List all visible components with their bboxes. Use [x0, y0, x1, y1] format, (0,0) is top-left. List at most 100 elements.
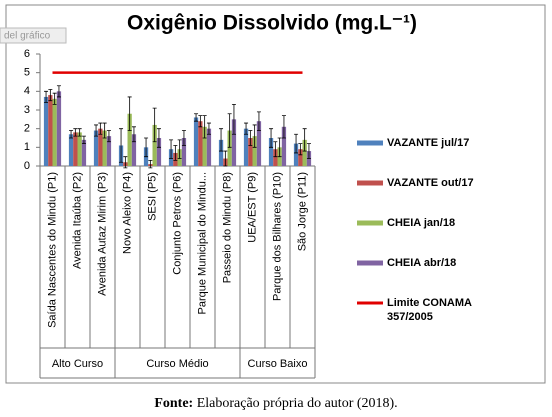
group-label: Curso Médio	[146, 358, 208, 370]
error-bar	[223, 150, 228, 167]
error-bar	[102, 122, 107, 139]
error-bar	[306, 143, 311, 159]
y-tick-label: 6	[24, 48, 30, 60]
error-bar	[106, 130, 111, 143]
y-tick-label: 5	[24, 67, 30, 79]
bar	[131, 134, 137, 166]
error-bar	[127, 96, 132, 131]
bar	[281, 126, 287, 166]
error-bar	[144, 137, 149, 158]
x-tick-label: São Jorge (P11)	[296, 172, 308, 251]
error-bar	[94, 124, 99, 137]
error-bar	[273, 141, 278, 158]
x-tick-label: Conjunto Petros (P6)	[171, 172, 183, 275]
bar	[256, 121, 262, 166]
y-tick-label: 2	[24, 123, 30, 135]
error-bar	[98, 122, 103, 135]
bar	[98, 128, 103, 166]
error-bar	[206, 122, 211, 135]
bar	[273, 149, 278, 166]
bar	[252, 136, 257, 166]
y-tick-label: 3	[24, 104, 30, 116]
group-label: Curso Baixo	[248, 358, 308, 370]
error-bar	[252, 124, 257, 148]
bar	[156, 138, 162, 166]
bar	[43, 96, 49, 166]
error-bar	[152, 107, 157, 143]
x-tick-label: Avenida Itaúba (P2)	[71, 172, 83, 269]
bar	[206, 128, 212, 166]
y-tick-label: 1	[24, 141, 30, 153]
error-bar	[281, 115, 286, 139]
x-tick-label: SESI (P5)	[146, 172, 158, 221]
bar	[302, 139, 307, 166]
legend-label: VAZANTE jul/17	[387, 137, 470, 149]
bar	[248, 138, 253, 166]
error-bar	[231, 104, 236, 135]
error-bar	[169, 139, 174, 159]
bar	[102, 130, 107, 166]
legend-label: CHEIA jan/18	[387, 217, 456, 229]
error-bar	[73, 128, 78, 137]
chart-border	[5, 4, 546, 384]
error-bar	[198, 115, 203, 128]
chart-title: Oxigênio Dissolvido (mg.L⁻¹)	[127, 12, 417, 35]
x-tick-label: Parque Municipal do Mindu...	[196, 172, 208, 314]
tooltip-box	[0, 27, 67, 44]
error-bar	[256, 111, 261, 131]
error-bar	[248, 130, 253, 146]
error-bar	[131, 126, 136, 143]
bar	[52, 98, 57, 166]
bar	[231, 119, 237, 166]
legend-label: Limite CONAMA 357/2005	[387, 297, 472, 323]
bar	[73, 132, 78, 166]
bar	[193, 117, 199, 166]
bar	[127, 113, 132, 166]
bar	[198, 121, 203, 166]
x-tick-label: Saída Nascentes do Mindu (P1)	[46, 172, 58, 328]
caption: Fonte: Elaboração própria do autor (2018…	[0, 396, 552, 412]
bar	[227, 130, 232, 166]
bar	[243, 128, 249, 166]
error-bar	[244, 122, 249, 135]
bar	[152, 124, 157, 166]
bar	[106, 136, 112, 166]
error-bar	[277, 137, 282, 158]
bar	[68, 134, 74, 166]
bar	[56, 91, 62, 166]
error-bar	[269, 128, 274, 148]
error-bar	[44, 90, 49, 103]
error-bar	[294, 133, 299, 154]
legend-label: VAZANTE out/17	[387, 177, 474, 189]
x-tick-label: Novo Aleixo (P4)	[121, 172, 133, 254]
x-tick-label: Parque dos Bilhares (P10)	[271, 172, 283, 301]
error-bar	[77, 128, 82, 137]
x-tick-label: UEA/EST (P9)	[246, 172, 258, 243]
bar	[77, 132, 82, 166]
tooltip: del gráfico	[4, 31, 51, 42]
error-bar	[302, 128, 307, 152]
error-bar	[177, 139, 182, 159]
bar	[202, 126, 207, 166]
bar	[293, 143, 299, 166]
error-bar	[81, 135, 86, 144]
bar	[181, 138, 187, 166]
group-label: Alto Curso	[52, 358, 103, 370]
bar	[93, 130, 99, 166]
error-bar	[52, 92, 57, 105]
error-bar	[227, 113, 232, 148]
error-bar	[298, 143, 303, 156]
bar	[268, 138, 274, 166]
bar	[298, 149, 303, 166]
y-tick-label: 4	[24, 85, 30, 97]
bar	[48, 95, 53, 166]
error-bar	[194, 113, 199, 122]
error-bar	[173, 145, 178, 161]
error-bar	[181, 130, 186, 146]
error-bar	[119, 128, 124, 163]
caption-bold: Fonte:	[154, 396, 194, 411]
y-tick-label: 0	[24, 160, 30, 172]
error-bar	[156, 128, 161, 148]
caption-text: Elaboração própria do autor (2018).	[196, 396, 398, 411]
error-bar	[219, 128, 224, 152]
